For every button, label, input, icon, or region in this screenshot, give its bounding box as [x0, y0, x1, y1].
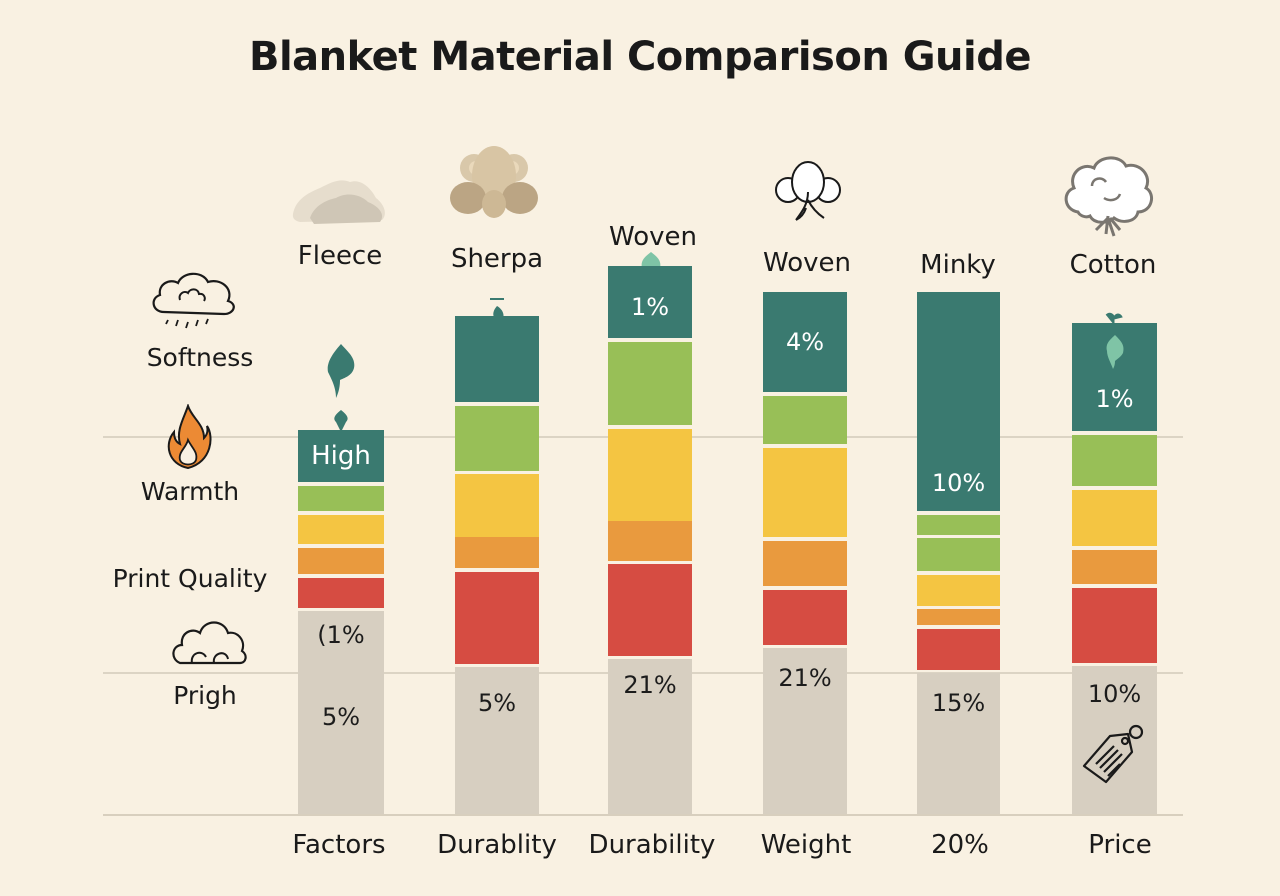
- bar-minky[interactable]: 10% 15%: [917, 292, 1000, 814]
- leaf-drop-icon: [1106, 335, 1124, 369]
- value-label: 10%: [1087, 680, 1142, 708]
- cotton-flower-icon: [770, 160, 846, 230]
- segment-teal: 1%: [608, 266, 692, 338]
- segment-orange: [608, 521, 692, 561]
- bar-woven-2[interactable]: 4% 21%: [763, 292, 847, 814]
- segment-teal: [455, 316, 539, 402]
- x-tick-label: Durablity: [437, 830, 557, 860]
- x-tick-label: Price: [1088, 830, 1152, 860]
- rain-cloud-icon: [146, 268, 240, 338]
- price-tag-icon: [1082, 724, 1144, 784]
- segment-red: [1072, 588, 1157, 663]
- segment-red: [917, 629, 1000, 670]
- segment-green: [298, 486, 384, 511]
- bar-woven-1[interactable]: 1% 21%: [608, 266, 692, 814]
- segment-gray: 15%: [917, 673, 1000, 814]
- segment-red: [298, 578, 384, 608]
- segment-green: [608, 342, 692, 425]
- segment-teal: High: [298, 430, 384, 482]
- segment-orange: [298, 548, 384, 574]
- segment-yellow: [1072, 490, 1157, 546]
- value-label: (1%: [317, 621, 365, 649]
- leaf-drop-icon: [326, 344, 356, 404]
- segment-green: [1072, 435, 1157, 486]
- segment-teal: 10%: [917, 292, 1000, 511]
- segment-gray: 5%: [455, 667, 539, 814]
- segment-teal: 1%: [1072, 323, 1157, 431]
- segment-yellow: [608, 429, 692, 521]
- sprout-icon: [1104, 310, 1124, 329]
- factor-label-prigh: Prigh: [173, 681, 237, 710]
- segment-gray: 21%: [608, 659, 692, 814]
- cotton-boll-icon: [1058, 152, 1158, 246]
- value-label: 15%: [931, 689, 986, 717]
- segment-green-2: [917, 538, 1000, 571]
- factor-label-softness: Softness: [146, 343, 254, 372]
- cloud-icon: [170, 615, 248, 671]
- segment-yellow: [298, 515, 384, 544]
- material-label-cotton: Cotton: [1069, 250, 1157, 280]
- segment-red: [608, 564, 692, 656]
- fleece-pile-icon: [290, 168, 390, 232]
- value-label: 5%: [477, 689, 517, 717]
- segment-gray: (1% 5%: [298, 611, 384, 814]
- segment-teal: 4%: [763, 292, 847, 392]
- x-tick-label: Factors: [292, 830, 386, 860]
- value-label: 21%: [623, 671, 677, 699]
- segment-red: [455, 572, 539, 664]
- value-label: 5%: [321, 703, 361, 731]
- bar-fleece[interactable]: High (1% 5%: [298, 430, 384, 814]
- segment-orange: [763, 541, 847, 586]
- segment-green: [917, 515, 1000, 535]
- material-label-fleece: Fleece: [297, 241, 383, 271]
- bar-sherpa[interactable]: 5%: [455, 316, 539, 814]
- leaf-sprout-icon: [332, 410, 350, 438]
- segment-orange: [455, 537, 539, 568]
- x-tick-label: 20%: [931, 830, 989, 860]
- segment-orange: [917, 609, 1000, 625]
- material-label-minky: Minky: [920, 250, 996, 280]
- value-label: 21%: [778, 664, 832, 692]
- segment-gray: 10%: [1072, 666, 1157, 814]
- x-tick-label: Weight: [760, 830, 852, 860]
- bar-cotton[interactable]: 1% 10%: [1072, 323, 1157, 814]
- segment-gray: 21%: [763, 648, 847, 814]
- segment-yellow: [763, 448, 847, 537]
- factor-label-print-quality: Print Quality: [112, 564, 268, 593]
- x-tick-label: Durability: [588, 830, 716, 860]
- material-label-sherpa: Sherpa: [450, 244, 544, 274]
- segment-green: [763, 396, 847, 444]
- segment-green: [455, 406, 539, 471]
- material-label-woven-1: Woven: [609, 222, 697, 252]
- segment-red: [763, 590, 847, 645]
- segment-yellow: [917, 575, 1000, 606]
- chart-title: Blanket Material Comparison Guide: [248, 34, 1032, 80]
- flame-icon: [162, 402, 214, 474]
- material-label-woven-2: Woven: [763, 248, 851, 278]
- x-axis-baseline: [103, 814, 1183, 816]
- sherpa-fluff-icon: [448, 142, 540, 226]
- factor-label-warmth: Warmth: [140, 477, 240, 506]
- segment-orange: [1072, 550, 1157, 584]
- value-label: 1%: [1095, 385, 1134, 413]
- segment-yellow: [455, 474, 539, 537]
